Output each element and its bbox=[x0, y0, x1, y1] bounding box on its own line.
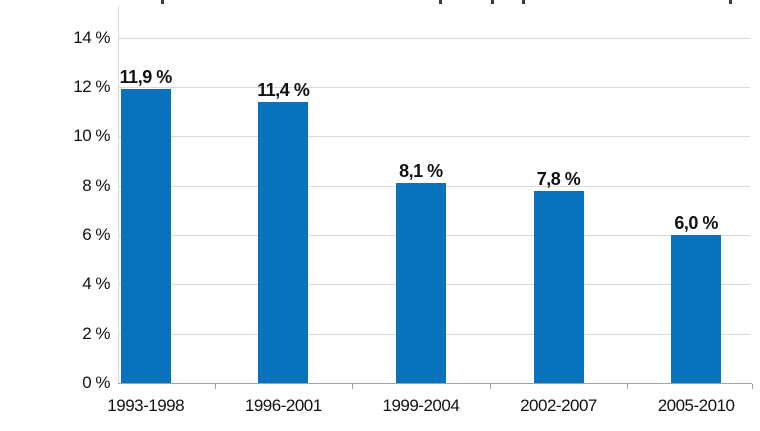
x-axis-category-label: 1999-2004 bbox=[382, 396, 460, 415]
cropped-title-fragment bbox=[491, 0, 494, 4]
bar-value-label: 6,0 % bbox=[674, 212, 718, 233]
y-axis-tick-label: 8 % bbox=[82, 175, 110, 195]
bar-1993-1998 bbox=[120, 89, 171, 383]
x-axis-category-label: 2002-2007 bbox=[520, 396, 597, 415]
cropped-title-fragment bbox=[522, 0, 525, 4]
x-axis-tick bbox=[215, 384, 216, 389]
y-axis-line bbox=[118, 6, 119, 383]
y-axis-tick-label: 6 % bbox=[82, 224, 110, 244]
x-axis-tick bbox=[752, 384, 753, 389]
cropped-title-fragment bbox=[729, 0, 732, 4]
y-axis-tick-label: 12 % bbox=[73, 76, 110, 96]
x-axis-tick bbox=[490, 384, 491, 389]
gridline-10-percent bbox=[118, 136, 750, 138]
y-axis-tick-label: 4 % bbox=[82, 274, 110, 294]
bar-1996-2001 bbox=[258, 101, 309, 383]
x-axis-tick bbox=[352, 384, 353, 389]
bar-value-label: 11,4 % bbox=[257, 79, 310, 100]
y-axis-tick-label: 14 % bbox=[73, 27, 110, 47]
gridline-12-percent bbox=[118, 86, 750, 88]
bar-value-label: 8,1 % bbox=[399, 161, 443, 182]
bar-value-label: 11,9 % bbox=[119, 67, 173, 88]
cropped-title-fragment bbox=[439, 0, 442, 4]
cropped-title-fragment bbox=[161, 0, 164, 4]
x-axis-category-label: 1996-2001 bbox=[244, 396, 322, 415]
bar-2005-2010 bbox=[671, 234, 722, 383]
bar-value-label: 7,8 % bbox=[536, 168, 581, 189]
x-axis-category-label: 2005-2010 bbox=[657, 396, 735, 415]
y-axis-tick-label: 10 % bbox=[73, 126, 110, 146]
bar-2002-2007 bbox=[533, 190, 584, 383]
gridline-14-percent bbox=[118, 37, 750, 39]
x-axis-tick bbox=[627, 384, 628, 389]
y-axis-tick-label: 0 % bbox=[82, 373, 110, 392]
x-axis-category-label: 1993-1998 bbox=[107, 396, 185, 415]
x-axis-line bbox=[118, 383, 752, 384]
y-axis-tick-label: 2 % bbox=[82, 323, 110, 343]
bar-1999-2004 bbox=[395, 183, 446, 383]
